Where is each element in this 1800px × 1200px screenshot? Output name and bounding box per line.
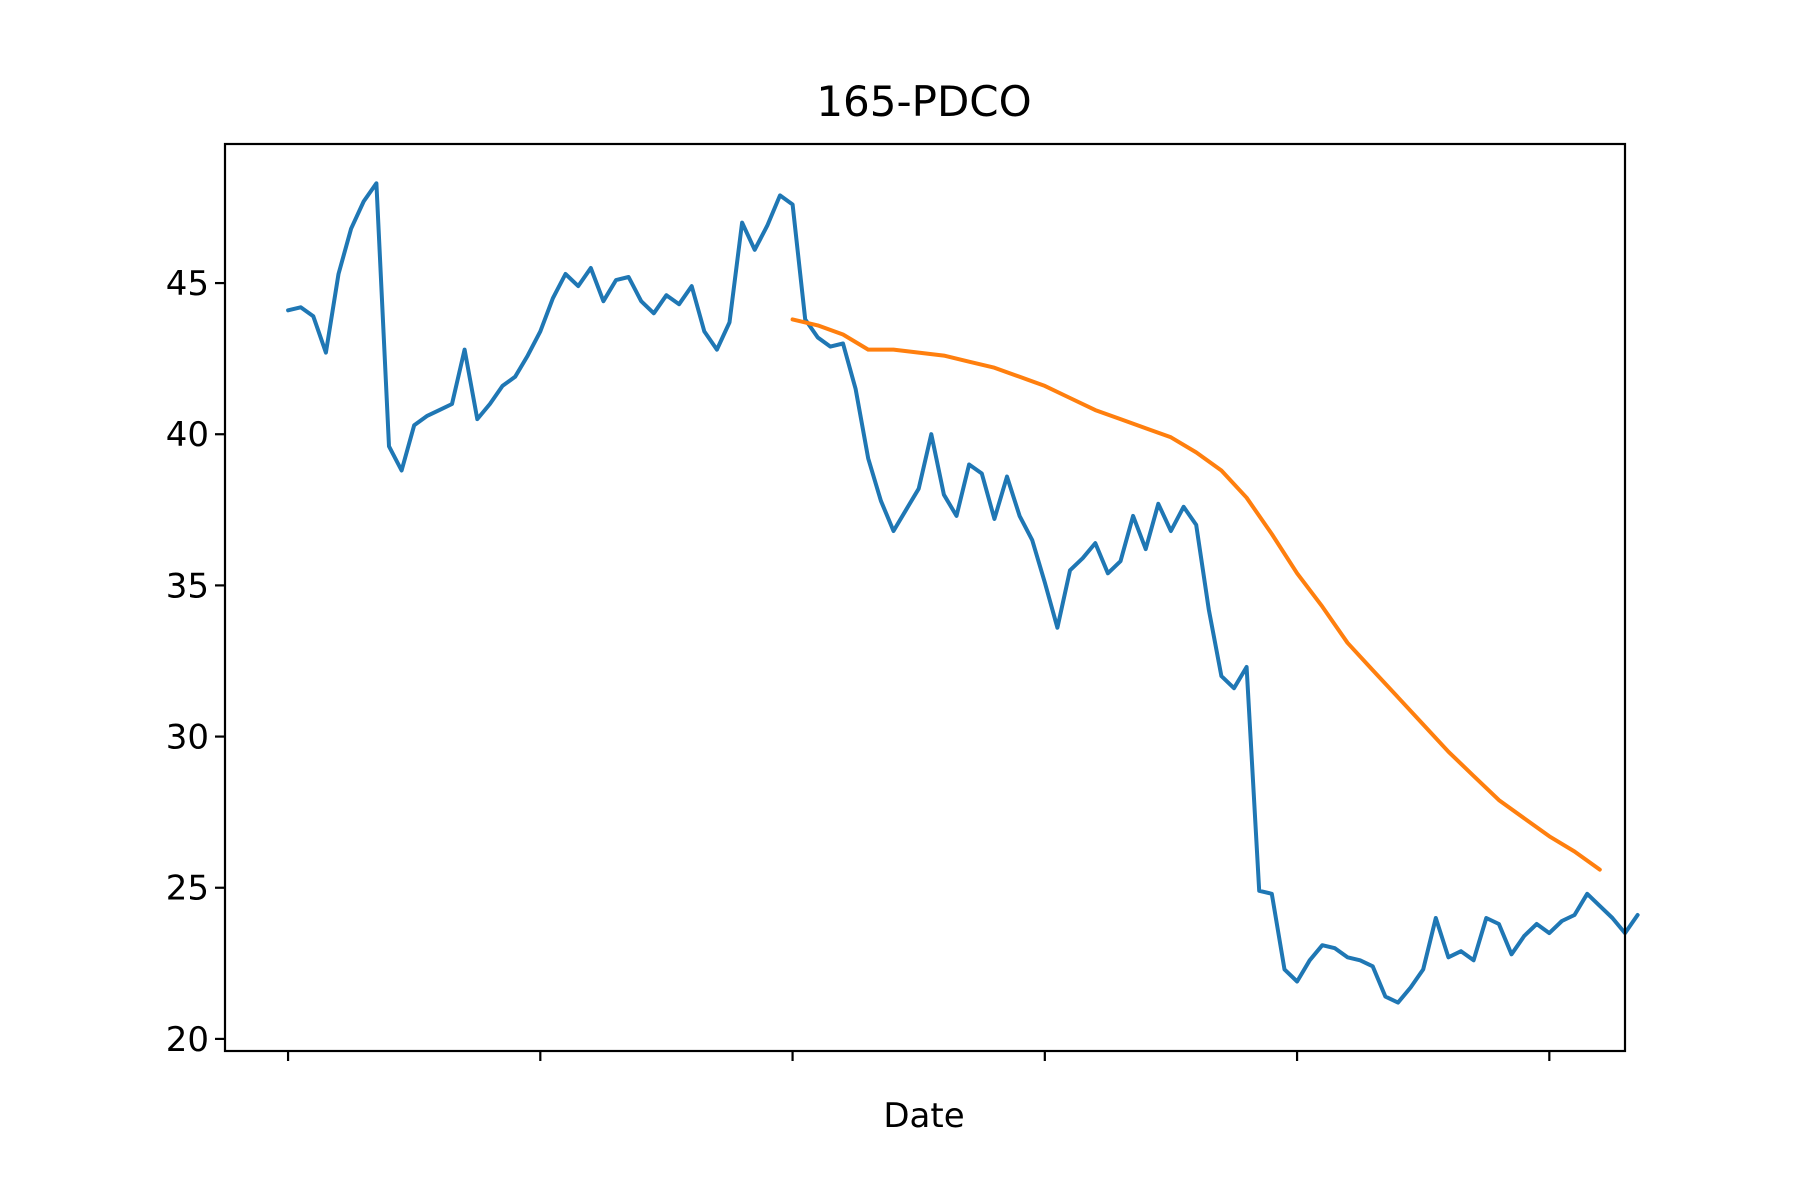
series-lines bbox=[286, 181, 1640, 1005]
y-tick-label: 45 bbox=[166, 264, 209, 304]
axes-frame bbox=[223, 142, 1627, 1053]
y-tick-label: 30 bbox=[166, 718, 209, 758]
y-tick-label: 25 bbox=[166, 869, 209, 909]
x-axis-label: Date bbox=[883, 1096, 964, 1136]
x-axis bbox=[286, 1051, 1551, 1061]
y-tick-label: 40 bbox=[166, 415, 209, 455]
series-line-price bbox=[286, 181, 1640, 1005]
plot-area: 20 25 30 35 40 45 bbox=[166, 142, 1640, 1061]
y-tick-label: 20 bbox=[166, 1020, 209, 1060]
series-line-moving-average bbox=[790, 317, 1602, 872]
y-tick-label: 35 bbox=[166, 566, 209, 606]
y-axis: 20 25 30 35 40 45 bbox=[166, 264, 225, 1060]
chart-title: 165-PDCO bbox=[816, 77, 1031, 126]
